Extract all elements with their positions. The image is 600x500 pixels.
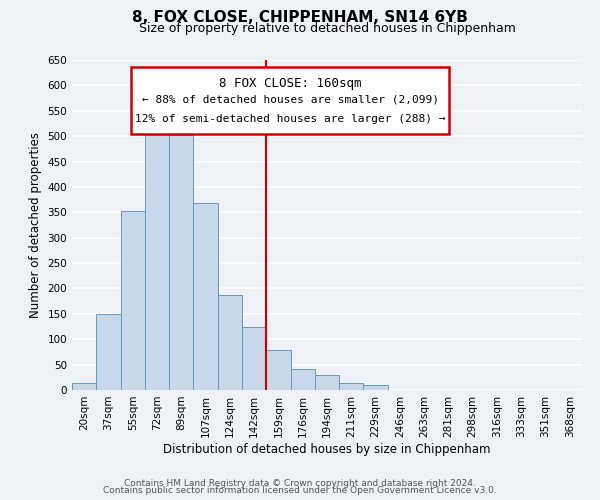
Text: ← 88% of detached houses are smaller (2,099): ← 88% of detached houses are smaller (2,… [142, 94, 439, 104]
Text: 12% of semi-detached houses are larger (288) →: 12% of semi-detached houses are larger (… [135, 114, 445, 124]
Text: Contains public sector information licensed under the Open Government Licence v3: Contains public sector information licen… [103, 486, 497, 495]
Bar [266, 350, 290, 390]
Bar [193, 202, 218, 390]
Text: 8, FOX CLOSE, CHIPPENHAM, SN14 6YB: 8, FOX CLOSE, CHIPPENHAM, SN14 6YB [132, 10, 468, 25]
Bar [339, 383, 364, 390]
Bar [121, 211, 145, 390]
Bar [242, 326, 266, 390]
Bar [96, 314, 121, 390]
Bar [169, 134, 193, 390]
Bar [315, 376, 339, 390]
Text: Contains HM Land Registry data © Crown copyright and database right 2024.: Contains HM Land Registry data © Crown c… [124, 478, 476, 488]
Y-axis label: Number of detached properties: Number of detached properties [29, 132, 42, 318]
Bar [290, 369, 315, 390]
Bar [218, 294, 242, 390]
FancyBboxPatch shape [131, 66, 449, 134]
Bar [145, 121, 169, 390]
Title: Size of property relative to detached houses in Chippenham: Size of property relative to detached ho… [139, 22, 515, 35]
X-axis label: Distribution of detached houses by size in Chippenham: Distribution of detached houses by size … [163, 442, 491, 456]
Bar [364, 385, 388, 390]
Bar [72, 383, 96, 390]
Text: 8 FOX CLOSE: 160sqm: 8 FOX CLOSE: 160sqm [219, 76, 361, 90]
